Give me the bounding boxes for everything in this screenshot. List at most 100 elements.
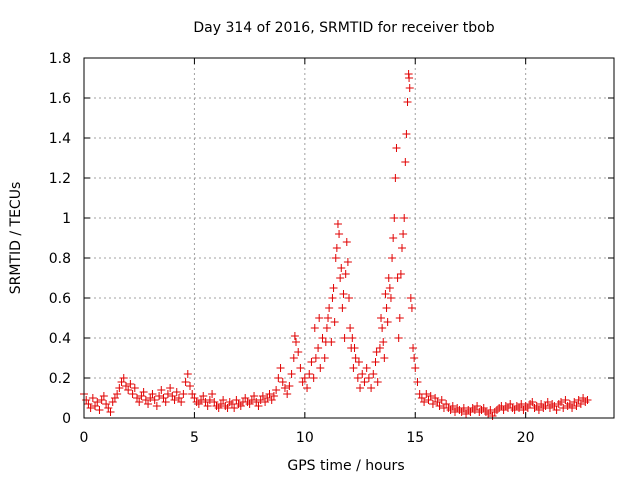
data-point (219, 396, 228, 404)
data-point (128, 390, 137, 398)
data-point (552, 406, 561, 414)
data-point (91, 402, 100, 410)
data-point (406, 294, 415, 302)
data-point (411, 364, 420, 372)
data-point (462, 410, 471, 418)
data-point (121, 382, 130, 390)
data-point (343, 258, 352, 266)
data-point (354, 358, 363, 366)
data-point (314, 344, 323, 352)
data-point (84, 400, 93, 408)
x-tick-label: 0 (80, 430, 89, 446)
data-point (267, 396, 276, 404)
data-point (561, 396, 570, 404)
data-point (568, 404, 577, 412)
data-point (298, 378, 307, 386)
data-point (490, 408, 499, 416)
data-point (330, 318, 339, 326)
data-point (285, 382, 294, 390)
data-point (448, 402, 457, 410)
data-point (278, 378, 287, 386)
data-point (133, 394, 141, 402)
data-point (232, 396, 241, 404)
data-point (550, 402, 559, 410)
data-point (389, 234, 398, 242)
data-point (559, 404, 568, 412)
data-point (572, 402, 581, 410)
data-point (353, 374, 362, 382)
y-tick-label: 0.8 (49, 251, 71, 267)
y-tick-label: 0.2 (49, 371, 71, 387)
data-point (245, 400, 254, 408)
data-point (457, 408, 466, 416)
data-point (216, 400, 225, 408)
data-point (307, 358, 316, 366)
data-point (214, 404, 223, 412)
data-point (93, 398, 102, 406)
y-tick-label: 1.8 (49, 51, 71, 67)
data-point (106, 408, 115, 416)
data-point (468, 404, 477, 412)
data-point (526, 400, 535, 408)
data-point (305, 370, 314, 378)
x-axis-title: GPS time / hours (287, 458, 404, 474)
data-point (146, 394, 155, 402)
data-point (221, 402, 230, 410)
data-point (205, 396, 214, 404)
data-point (110, 394, 119, 402)
data-point (375, 344, 384, 352)
data-point (256, 396, 265, 404)
data-point (179, 390, 188, 398)
data-point (274, 374, 283, 382)
data-point (236, 402, 245, 410)
data-point (390, 214, 399, 222)
data-point (203, 402, 212, 410)
data-point (367, 384, 376, 392)
y-tick-label: 0.6 (49, 291, 71, 307)
data-point (426, 392, 435, 400)
data-point (413, 378, 422, 386)
data-point (437, 396, 446, 404)
data-point (424, 396, 433, 404)
data-point (210, 398, 219, 406)
data-point (258, 392, 267, 400)
data-point (252, 398, 261, 406)
data-point (521, 402, 530, 410)
data-point (583, 396, 592, 404)
data-point (322, 324, 331, 332)
data-point (283, 390, 292, 398)
data-point (388, 254, 397, 262)
data-point (197, 396, 206, 404)
grid (84, 58, 614, 418)
y-tick-label: 1.4 (49, 131, 71, 147)
data-point (384, 274, 393, 282)
x-tick-label: 10 (296, 430, 314, 446)
data-point (303, 384, 312, 392)
data-point (130, 384, 139, 392)
data-point (82, 396, 91, 404)
data-point (378, 324, 387, 332)
data-point (360, 378, 369, 386)
data-point (473, 402, 482, 410)
data-point (466, 408, 475, 416)
data-point (382, 304, 391, 312)
data-point (371, 358, 380, 366)
data-point (155, 392, 164, 400)
data-point (346, 324, 355, 332)
data-point (557, 398, 565, 406)
data-point (166, 384, 175, 392)
data-point (329, 284, 338, 292)
data-point (104, 404, 113, 412)
data-point (581, 398, 590, 406)
chart-title: Day 314 of 2016, SRMTID for receiver tbo… (193, 20, 494, 36)
data-point (263, 394, 272, 402)
data-point (310, 324, 319, 332)
data-point (225, 398, 234, 406)
data-point (316, 364, 325, 372)
data-point (400, 214, 409, 222)
data-point (135, 398, 144, 406)
data-point (296, 364, 305, 372)
data-point (545, 404, 554, 412)
data-point (455, 406, 464, 414)
data-point (422, 390, 431, 398)
